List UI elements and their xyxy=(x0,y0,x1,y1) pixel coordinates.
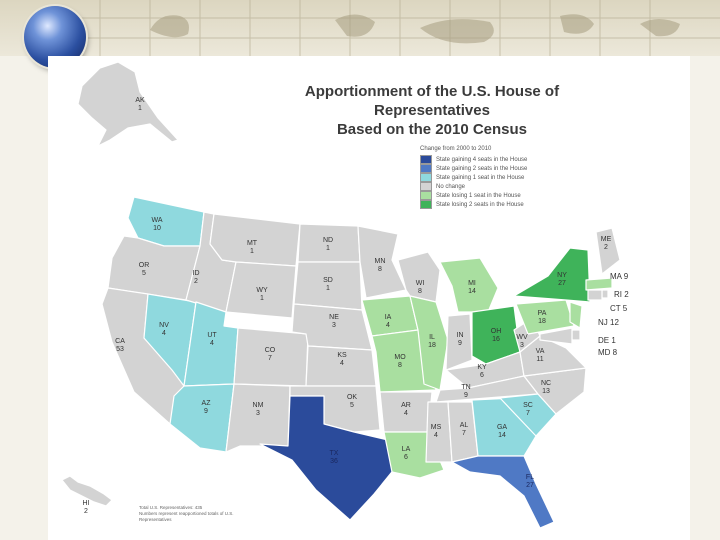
state-label-co: CO 7 xyxy=(264,347,276,362)
legend-label: State gaining 4 seats in the House xyxy=(436,156,528,163)
title-line-1: Apportionment of the U.S. House of Repre… xyxy=(304,83,560,119)
state-label-md: MD 8 xyxy=(598,348,618,357)
state-label-va: VA 11 xyxy=(535,348,545,363)
state-label-ny: NY 27 xyxy=(557,272,567,287)
state-label-id: ID 2 xyxy=(192,270,200,285)
state-label-ca: CA 53 xyxy=(115,338,125,353)
state-label-ut: UT 4 xyxy=(207,332,217,347)
state-label-ms: MS 4 xyxy=(430,424,442,439)
legend-item: State gaining 1 seat in the House xyxy=(420,173,527,182)
state-md xyxy=(539,327,573,345)
state-label-ak: AK 1 xyxy=(135,97,145,112)
state-label-il: IL 18 xyxy=(428,334,436,349)
legend-swatch xyxy=(420,164,432,173)
state-label-ky: KY 6 xyxy=(477,364,487,379)
state-ma xyxy=(585,277,613,291)
state-nm xyxy=(225,383,291,453)
state-ct xyxy=(587,289,603,301)
state-label-fl: FL 27 xyxy=(525,474,535,489)
state-nj xyxy=(569,301,583,329)
legend-title: Change from 2000 to 2010 xyxy=(420,146,492,152)
legend-item: State gaining 2 seats in the House xyxy=(420,164,527,173)
legend-label: State gaining 2 seats in the House xyxy=(436,165,528,172)
legend-item: No change xyxy=(420,182,527,191)
legend-label: No change xyxy=(436,183,466,190)
state-label-ia: IA 4 xyxy=(384,314,392,329)
legend-item: State gaining 4 seats in the House xyxy=(420,155,527,164)
title-line-2: Based on the 2010 Census xyxy=(336,121,528,138)
state-label-wi: WI 8 xyxy=(415,280,425,295)
state-me xyxy=(595,227,621,275)
state-label-nc: NC 13 xyxy=(540,380,552,395)
state-ri xyxy=(601,289,609,299)
state-label-nv: NV 4 xyxy=(159,322,169,337)
state-label-az: AZ 9 xyxy=(201,400,211,415)
legend-item: State losing 2 seats in the House xyxy=(420,200,527,209)
legend-swatch xyxy=(420,155,432,164)
state-label-ks: KS 4 xyxy=(337,352,347,367)
state-label-pa: PA 18 xyxy=(537,310,547,325)
state-label-al: AL 7 xyxy=(459,422,469,437)
state-label-wy: WY 1 xyxy=(256,287,268,302)
footnote: Total U.S. Representatives: 435 Numbers … xyxy=(139,505,259,523)
state-label-ok: OK 5 xyxy=(346,394,358,409)
us-map xyxy=(61,61,621,529)
state-label-ne: NE 3 xyxy=(329,314,339,329)
state-label-mn: MN 8 xyxy=(374,258,386,273)
state-label-ri: RI 2 xyxy=(614,290,629,299)
state-in xyxy=(445,313,473,371)
state-label-sc: SC 7 xyxy=(523,402,533,417)
legend-label: State gaining 1 seat in the House xyxy=(436,174,525,181)
state-tx xyxy=(259,395,401,521)
state-label-ar: AR 4 xyxy=(401,402,411,417)
legend: Change from 2000 to 2010 State gaining 4… xyxy=(420,146,527,209)
state-ak xyxy=(77,61,179,147)
state-label-or: OR 5 xyxy=(138,262,150,277)
state-label-in: IN 9 xyxy=(456,332,464,347)
state-label-me: ME 2 xyxy=(600,236,612,251)
state-label-ma: MA 9 xyxy=(610,272,629,281)
state-label-ct: CT 5 xyxy=(610,304,628,313)
state-label-sd: SD 1 xyxy=(323,277,333,292)
legend-swatch xyxy=(420,182,432,191)
state-label-wa: WA 10 xyxy=(151,217,163,232)
state-label-la: LA 6 xyxy=(401,446,411,461)
state-label-mt: MT 1 xyxy=(246,240,258,255)
state-label-mo: MO 8 xyxy=(394,354,406,369)
slide-banner xyxy=(0,0,720,56)
state-label-wv: WV 3 xyxy=(516,334,528,349)
legend-swatch xyxy=(420,173,432,182)
state-de xyxy=(571,329,581,341)
state-hi xyxy=(61,475,113,507)
state-label-nj: NJ 12 xyxy=(598,318,619,327)
state-az xyxy=(169,383,235,453)
state-fl xyxy=(451,455,555,529)
state-label-tx: TX 36 xyxy=(329,450,339,465)
state-label-mi: MI 14 xyxy=(468,280,476,295)
state-pa xyxy=(515,299,575,335)
state-label-nm: NM 3 xyxy=(252,402,264,417)
state-label-hi: HI 2 xyxy=(82,500,90,515)
footnote-note: Numbers represent reapportioned totals o… xyxy=(139,511,234,522)
state-wy xyxy=(225,261,297,319)
state-label-oh: OH 16 xyxy=(490,328,502,343)
footnote-total: Total U.S. Representatives: 435 xyxy=(139,505,203,510)
state-label-nd: ND 1 xyxy=(322,237,334,252)
legend-label: State losing 1 seat in the House xyxy=(436,192,521,199)
state-ny xyxy=(513,247,591,303)
map-title: Apportionment of the U.S. House of Repre… xyxy=(262,82,602,139)
map-pattern-background xyxy=(80,0,720,56)
legend-swatch xyxy=(420,191,432,200)
legend-swatch xyxy=(420,200,432,209)
state-label-tn: TN 9 xyxy=(461,384,471,399)
state-label-ga: GA 14 xyxy=(496,424,508,439)
legend-item: State losing 1 seat in the House xyxy=(420,191,527,200)
state-label-de: DE 1 xyxy=(598,336,616,345)
legend-label: State losing 2 seats in the House xyxy=(436,201,524,208)
